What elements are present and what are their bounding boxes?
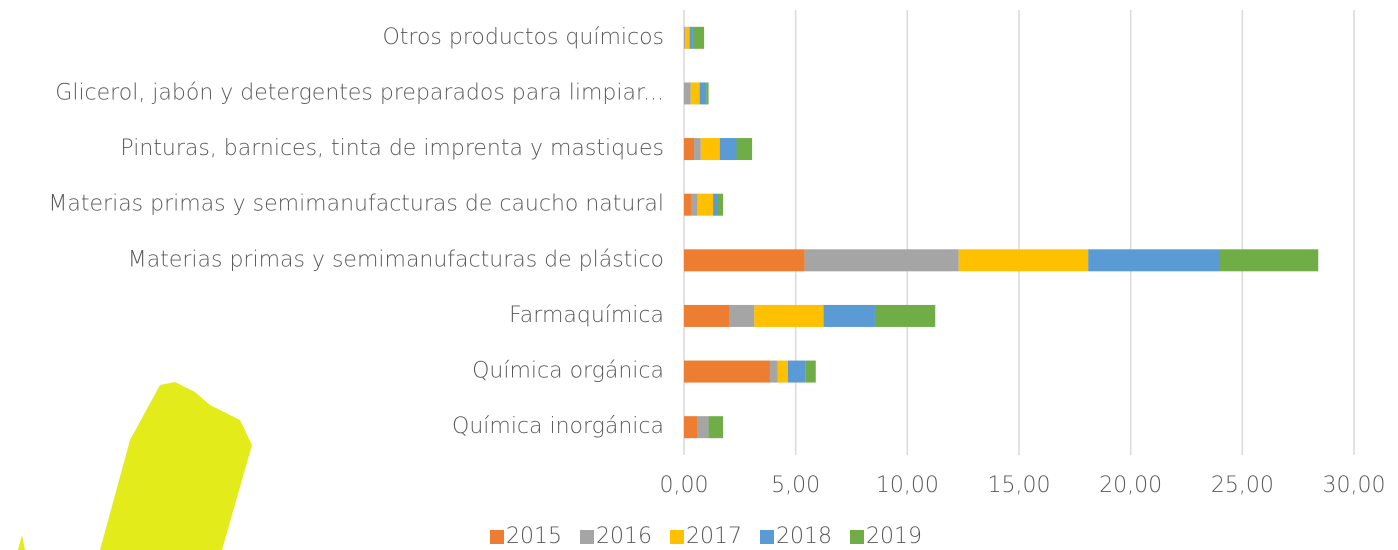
y-tick-label: Farmaquímica (509, 303, 664, 328)
legend-label: 2019 (866, 524, 922, 549)
bar-segment (717, 193, 724, 216)
y-tick-label: Materias primas y semimanufacturas de pl… (128, 247, 664, 272)
legend-label: 2016 (596, 524, 652, 549)
bar-segment (1088, 249, 1220, 272)
bar-segment (690, 82, 700, 105)
bar-segment (700, 138, 720, 161)
legend-swatch (850, 530, 864, 544)
bar-segment (699, 82, 707, 105)
bar-segment (958, 249, 1089, 272)
y-tick-label: Glicerol, jabón y detergentes preparados… (55, 80, 664, 105)
y-tick-label: Química inorgánica (452, 414, 664, 439)
bar-segment (692, 26, 705, 49)
bar-segment (787, 360, 806, 383)
bar-segment (754, 304, 824, 327)
bar-segment (691, 193, 698, 216)
bar-segment (713, 193, 718, 216)
bar-segment (874, 304, 936, 327)
bar-segment (823, 304, 875, 327)
x-tick-label: 5,00 (771, 473, 820, 498)
legend-swatch (580, 530, 594, 544)
bar-segment (708, 416, 724, 439)
bar-segment (804, 249, 959, 272)
bar-segment (729, 304, 755, 327)
bar-segment (684, 82, 691, 105)
bar-segment (684, 416, 698, 439)
legend-label: 2017 (686, 524, 742, 549)
bar-segment (684, 304, 730, 327)
bar-segment (706, 82, 709, 105)
bar-segment (689, 26, 693, 49)
legend-swatch (760, 530, 774, 544)
x-tick-label: 10,00 (876, 473, 939, 498)
bar-segment (719, 138, 737, 161)
x-tick-label: 25,00 (1211, 473, 1274, 498)
bar-segment (684, 193, 692, 216)
bar-segment (684, 26, 686, 49)
bar-segment (685, 26, 690, 49)
x-tick-label: 20,00 (1099, 473, 1162, 498)
x-tick-label: 15,00 (988, 473, 1051, 498)
y-tick-label: Química orgánica (472, 359, 664, 384)
bar-segment (697, 193, 714, 216)
bar-segment (694, 138, 701, 161)
legend-label: 2015 (506, 524, 562, 549)
bar-segment (1220, 249, 1319, 272)
y-tick-label: Materias primas y semimanufacturas de ca… (48, 192, 664, 217)
bar-segment (777, 360, 788, 383)
legend-swatch (670, 530, 684, 544)
bar-segment (736, 138, 753, 161)
legend-swatch (490, 530, 504, 544)
bar-segment (684, 249, 805, 272)
x-tick-label: 30,00 (1323, 473, 1386, 498)
legend-label: 2018 (776, 524, 832, 549)
bar-segment (805, 360, 816, 383)
y-tick-label: Pinturas, barnices, tinta de imprenta y … (120, 136, 664, 161)
bar-segment (697, 416, 709, 439)
y-tick-label: Otros productos químicos (382, 25, 664, 50)
bar-segment (684, 138, 695, 161)
decoration-blob (18, 535, 25, 550)
decoration-blob (100, 382, 252, 550)
x-tick-label: 0,00 (660, 473, 709, 498)
bar-segment (684, 360, 770, 383)
bar-segment (769, 360, 778, 383)
